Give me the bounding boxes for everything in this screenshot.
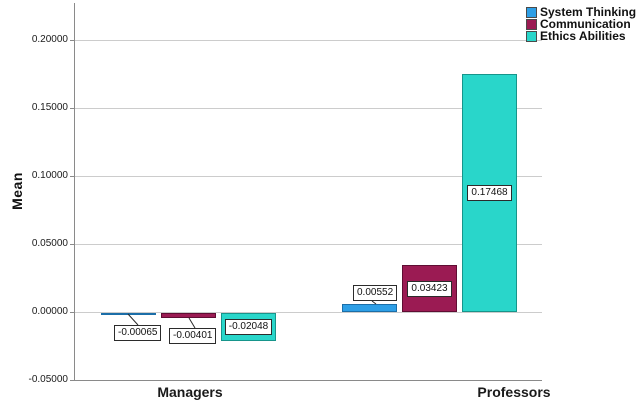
y-tick-label: 0.05000 [31,238,68,249]
value-label: 0.03423 [407,280,452,297]
value-label-wrap: 0.03423 [402,265,457,312]
bar-system-thinking-managers [101,313,156,315]
y-axis-title: Mean [9,172,25,210]
x-category-label-managers: Managers [157,384,223,400]
legend-swatch [526,18,537,30]
value-label-wrap: -0.02048 [221,313,276,341]
value-label: -0.02048 [224,319,273,335]
y-tick-label: -0.05000 [28,374,68,385]
value-label: 0.17468 [467,185,512,201]
x-category-label-professors: Professors [477,384,551,400]
value-label: -0.00401 [169,328,217,344]
y-tick-mark [70,176,74,177]
y-tick-label: 0.20000 [31,34,68,45]
y-tick-label: 0.00000 [31,306,68,317]
legend-item: Communication [526,17,636,31]
legend: System Thinking Communication Ethics Abili… [526,5,637,43]
legend-label: System Thinking [540,5,637,19]
gridline [75,312,542,313]
y-tick-mark [70,380,74,381]
gridline [75,176,542,177]
y-tick-label: 0.15000 [31,102,68,113]
legend-label: Communication [540,17,631,31]
y-tick-mark [70,108,74,109]
y-tick-label: 0.10000 [31,170,68,181]
legend-item: System Thinking [526,5,637,19]
y-tick-mark [70,312,74,313]
y-tick-mark [70,244,74,245]
y-tick-mark [70,40,74,41]
legend-swatch [526,6,537,18]
bar-system-thinking-professors [342,304,397,312]
value-label: 0.00552 [353,285,398,301]
gridline [75,40,542,41]
bar-communication-managers [161,313,216,318]
legend-label: Ethics Abilities [540,29,626,43]
plot-area: -0.00065 -0.00401 -0.02048 0.00552 0.03423 0.… [74,3,542,381]
gridline [75,244,542,245]
value-label-wrap: 0.17468 [462,74,517,312]
value-label: -0.00065 [114,325,162,341]
legend-swatch [526,30,537,42]
gridline [75,108,542,109]
legend-item: Ethics Abilities [526,29,636,43]
